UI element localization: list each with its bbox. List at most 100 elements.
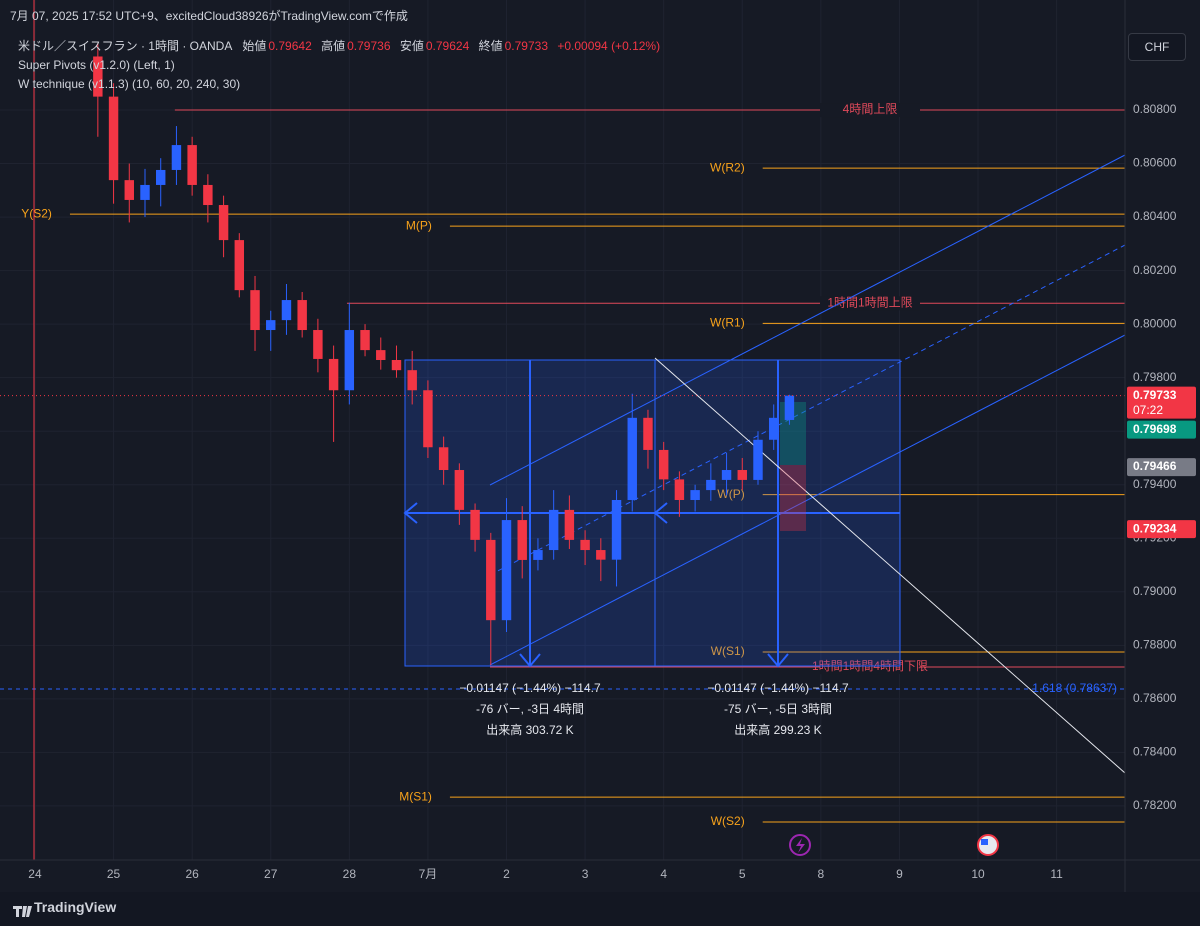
candle-body: [454, 470, 465, 510]
candle-body: [438, 447, 449, 471]
candle-body: [737, 470, 747, 480]
candle-body: [218, 205, 229, 241]
level-label: W(R1): [710, 316, 745, 330]
x-tick-label: 8: [818, 867, 825, 881]
ohlc-key: 始値: [242, 39, 267, 53]
level-label: M(S1): [399, 789, 432, 803]
price-badge-label: 0.79466: [1133, 459, 1177, 473]
y-tick-label: 0.79800: [1133, 370, 1177, 384]
ohlc-value: 0.79733: [504, 39, 548, 53]
candle-body: [344, 330, 355, 391]
candle-body: [281, 300, 292, 321]
candle-body: [93, 56, 103, 97]
candle-body: [171, 145, 182, 170]
candle-body: [501, 520, 512, 621]
candle-body: [328, 358, 339, 391]
x-tick-label: 7月: [419, 867, 438, 881]
currency-button[interactable]: CHF: [1128, 33, 1186, 61]
symbol: 米ドル／スイスフラン · 1時間 · OANDA: [18, 39, 233, 53]
arrow-head: [767, 653, 789, 668]
measure-text: -75 バー, -5日 3時間: [723, 702, 833, 716]
measure-text: −0.01147 (−1.44%) −114.7: [459, 681, 601, 695]
x-tick-label: 10: [971, 867, 985, 881]
candle-body: [234, 240, 245, 291]
candle-body: [548, 509, 559, 551]
level-label-bg: [820, 660, 920, 675]
candles: [0, 43, 1125, 666]
y-tick-label: 0.79400: [1133, 477, 1177, 491]
measure-info: −0.01147 (−1.44%) −114.7 -76 バー, -3日 4時間…: [410, 678, 650, 741]
level-label: W(P): [717, 487, 744, 501]
event-icon-glyph: [796, 838, 805, 853]
y-tick-label: 0.80000: [1133, 316, 1177, 330]
indicator[interactable]: Super Pivots (v1.2.0) (Left, 1): [18, 58, 175, 72]
candle-body: [313, 330, 323, 359]
x-tick-label: 27: [264, 867, 278, 881]
indicator[interactable]: W technique (v1.1.3) (10, 60, 20, 240, 3…: [18, 77, 241, 91]
candle-body: [140, 184, 150, 200]
price-axis: 24 25 26 27 28 7月 2 3 4 5 8 9 10 11 0.78200 0.78400 0.78…: [0, 0, 1200, 892]
x-tick-label: 9: [896, 867, 903, 881]
level-label: 1時間1時間上限: [827, 295, 912, 309]
level-label: W(S1): [711, 644, 745, 658]
price-badge-label: 0.79698: [1133, 422, 1177, 436]
candle-body: [108, 96, 119, 181]
price-badge: [1127, 458, 1196, 477]
brand-logo: [13, 906, 32, 917]
y-tick-label: 0.80200: [1133, 263, 1177, 277]
candle-body: [706, 479, 716, 491]
level-label-bg: [820, 103, 920, 118]
x-tick-label: 5: [739, 867, 746, 881]
footer-bar: [0, 892, 1200, 926]
candle-body: [674, 479, 685, 500]
price-badge-label: 0.79733: [1133, 388, 1177, 402]
candle-body: [486, 539, 496, 621]
candle-body: [533, 550, 543, 560]
candle-body: [360, 330, 370, 351]
level-label: 1.618 (0.78637): [1032, 681, 1117, 695]
event-icon[interactable]: [789, 834, 811, 856]
measure-info: −0.01147 (−1.44%) −114.7 -75 バー, -5日 3時間…: [658, 678, 898, 741]
level-label: 4時間上限: [843, 102, 898, 116]
ohlc-key: 安値: [399, 39, 424, 53]
price-badge: [1127, 520, 1196, 539]
arrow-head: [653, 502, 668, 524]
y-tick-label: 0.80800: [1133, 102, 1177, 116]
measure-text: -76 バー, -3日 4時間: [475, 702, 585, 716]
candle-body: [611, 499, 622, 560]
x-tick-label: 2: [503, 867, 510, 881]
x-tick-label: 24: [28, 867, 42, 881]
candle-body: [470, 509, 480, 540]
caption: 7月 07, 2025 17:52 UTC+9、excitedCloud3892…: [10, 9, 408, 23]
candle-body: [627, 417, 637, 500]
x-tick-label: 25: [107, 867, 121, 881]
candle-body: [187, 145, 197, 185]
candle-body: [768, 417, 779, 440]
y-tick-label: 0.78800: [1133, 638, 1177, 652]
axis-panel: [1125, 0, 1200, 892]
candle-body: [407, 370, 417, 391]
x-tick-label: 4: [660, 867, 667, 881]
price-badge: [1127, 420, 1196, 439]
level-label-bg: [820, 296, 920, 311]
levels: 4時間上限 W(R2) Y(S2) M(P) 1時間1時間上限 W(R1) W(P) W(S1…: [0, 102, 1125, 828]
candle-body: [721, 470, 732, 480]
candle-body: [391, 360, 402, 371]
x-tick-label: 28: [343, 867, 357, 881]
trend-line: [654, 357, 1126, 774]
y-tick-label: 0.78600: [1133, 691, 1177, 705]
y-tick-label: 0.79000: [1133, 584, 1177, 598]
countdown: 07:22: [1133, 403, 1163, 417]
brand: TradingView: [34, 899, 117, 915]
level-label: M(P): [406, 218, 432, 232]
change: +0.00094 (+0.12%): [557, 39, 661, 53]
candle-body: [690, 490, 700, 500]
candle-body: [753, 439, 763, 480]
measure-text: 出来高 303.72 K: [486, 723, 574, 737]
channel-line: [489, 334, 1126, 666]
measure-text: −0.01147 (−1.44%) −114.7: [707, 681, 849, 695]
position-loss: [780, 465, 806, 531]
x-tick-label: 3: [582, 867, 589, 881]
